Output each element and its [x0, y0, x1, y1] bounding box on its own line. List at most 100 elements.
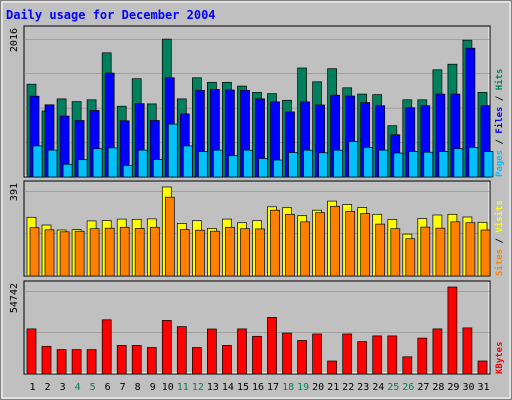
x-tick-label-16: 16	[252, 382, 264, 393]
bar-kbytes-29	[447, 286, 458, 375]
bar-kbytes-9	[146, 347, 157, 375]
bar-sites-15	[240, 228, 250, 277]
bar-sites-8	[134, 228, 145, 277]
bar-kbytes-19	[297, 340, 307, 375]
right-legend: Pages / Files / Hits Sites / Visits KBytes	[494, 69, 505, 374]
bar-sites-18	[285, 213, 295, 277]
x-tick-label-30: 30	[462, 382, 474, 393]
bar-kbytes-25	[387, 335, 398, 375]
bar-pages-13	[213, 149, 223, 178]
bar-pages-25	[393, 152, 404, 178]
legend-kbytes: KBytes	[495, 341, 505, 374]
bar-sites-24	[375, 223, 386, 277]
bar-pages-2	[47, 149, 58, 178]
bar-sites-2	[44, 229, 55, 277]
x-tick-label-1: 1	[29, 382, 35, 393]
x-tick-label-19: 19	[297, 382, 309, 393]
bar-kbytes-21	[327, 360, 337, 375]
series-sites	[29, 196, 491, 277]
bar-pages-10	[167, 123, 178, 178]
y-max-label: 2016	[9, 28, 20, 52]
bar-pages-8	[137, 149, 148, 178]
bar-pages-6	[107, 147, 118, 178]
bar-pages-5	[92, 148, 103, 178]
bar-sites-4	[74, 230, 85, 277]
bar-pages-3	[62, 163, 73, 178]
x-tick-label-26: 26	[402, 382, 414, 393]
bar-kbytes-28	[432, 328, 443, 375]
bar-pages-9	[152, 159, 163, 178]
legend-hits: Hits	[494, 69, 505, 91]
bar-sites-17	[270, 209, 280, 277]
x-tick-label-20: 20	[312, 382, 324, 393]
y-max-label: 54742	[9, 283, 20, 313]
bar-kbytes-13	[207, 328, 217, 375]
panels: 2016 391 54742	[9, 25, 494, 375]
x-tick-label-8: 8	[135, 382, 141, 393]
bar-sites-16	[255, 228, 265, 277]
x-tick-label-10: 10	[162, 382, 174, 393]
bar-kbytes-10	[161, 320, 172, 375]
bar-sites-19	[300, 221, 310, 277]
x-tick-label-31: 31	[477, 382, 489, 393]
bar-pages-21	[333, 149, 343, 178]
bar-kbytes-18	[282, 332, 292, 375]
bar-sites-27	[420, 226, 431, 277]
bar-kbytes-4	[71, 349, 82, 375]
x-tick-label-4: 4	[75, 382, 81, 393]
x-tick-label-22: 22	[342, 382, 354, 393]
bar-kbytes-3	[56, 349, 67, 375]
bar-kbytes-7	[116, 345, 127, 375]
x-tick-label-17: 17	[267, 382, 279, 393]
bar-sites-10	[164, 196, 175, 277]
bar-kbytes-23	[357, 341, 368, 375]
bar-kbytes-24	[372, 335, 383, 375]
bar-kbytes-30	[462, 327, 473, 375]
bar-pages-31	[483, 151, 494, 178]
y-max-label: 391	[9, 183, 20, 201]
bar-sites-13	[210, 230, 220, 277]
x-tick-label-11: 11	[177, 382, 189, 393]
x-tick-label-2: 2	[44, 382, 50, 393]
x-tick-label-6: 6	[105, 382, 111, 393]
bar-kbytes-31	[477, 360, 488, 375]
x-tick-label-3: 3	[60, 382, 66, 393]
bar-pages-22	[348, 141, 359, 178]
legend-visits: Visits	[494, 200, 505, 233]
bar-kbytes-26	[402, 356, 413, 375]
series-pages	[32, 123, 494, 178]
bar-sites-11	[179, 229, 190, 277]
panel-kbytes: 54742	[9, 280, 491, 375]
bar-sites-28	[435, 227, 446, 277]
bar-pages-29	[453, 148, 464, 178]
x-tick-label-13: 13	[207, 382, 219, 393]
x-tick-label-14: 14	[222, 382, 234, 393]
bar-sites-21	[330, 205, 340, 277]
bar-pages-18	[288, 152, 298, 178]
bar-pages-27	[423, 151, 434, 178]
bar-sites-9	[149, 226, 160, 277]
x-tick-label-24: 24	[372, 382, 384, 393]
x-tick-label-27: 27	[417, 382, 429, 393]
legend-panel-0: Pages / Files / Hits	[494, 69, 505, 177]
bar-pages-17	[273, 159, 283, 178]
bar-pages-7	[122, 165, 133, 178]
bar-pages-15	[243, 149, 253, 178]
series-kbytes	[26, 286, 488, 375]
x-tick-label-9: 9	[150, 382, 156, 393]
bar-sites-6	[104, 227, 115, 277]
panel-pages-files-hits: 2016	[9, 25, 494, 178]
bar-kbytes-6	[101, 319, 112, 375]
bar-sites-1	[29, 227, 40, 277]
bar-kbytes-14	[222, 345, 232, 375]
bar-pages-14	[228, 155, 238, 178]
x-tick-label-23: 23	[357, 382, 369, 393]
bar-sites-22	[345, 211, 356, 277]
bar-sites-30	[465, 222, 476, 277]
panel-visits-sites: 391	[9, 180, 491, 277]
bar-kbytes-17	[267, 317, 277, 375]
bar-sites-3	[59, 231, 70, 277]
legend-panel-2: KBytes	[495, 341, 505, 374]
